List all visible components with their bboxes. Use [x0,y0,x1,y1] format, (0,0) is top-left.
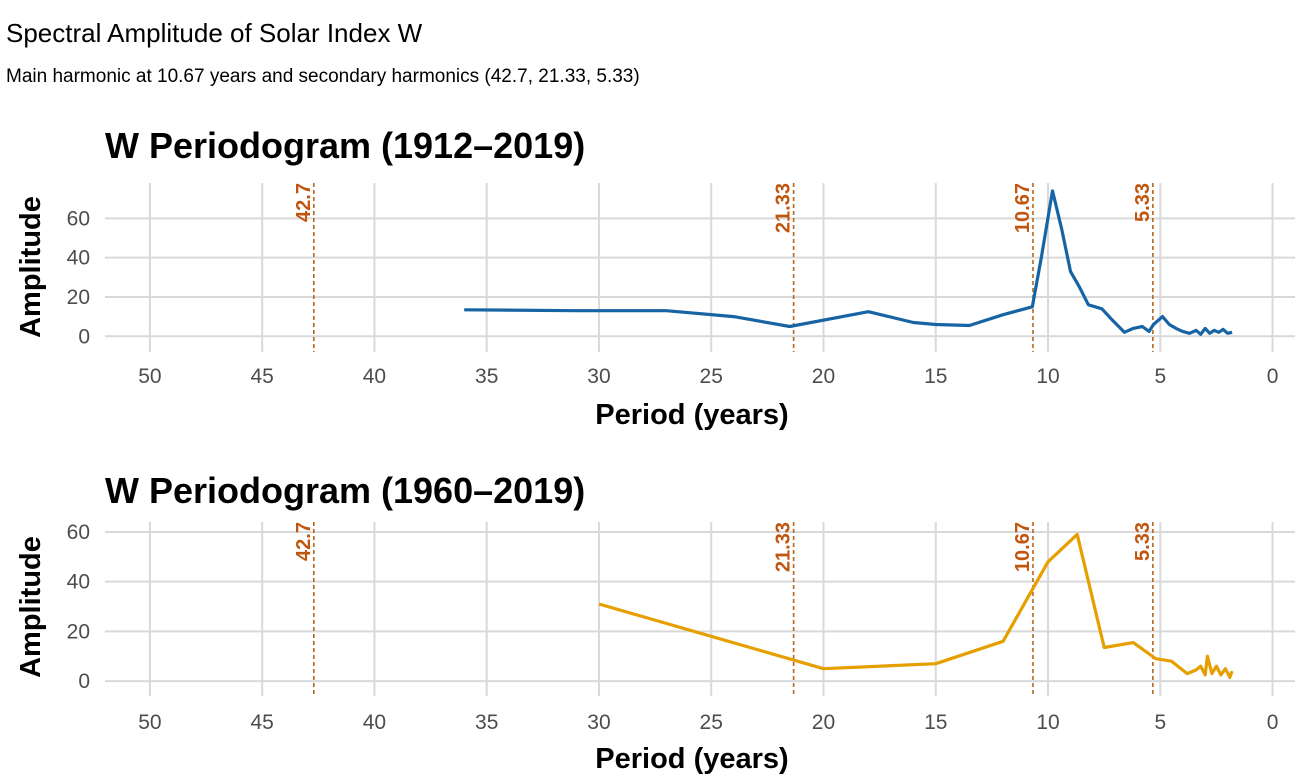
harmonic-label: 42.7 [293,183,315,222]
y-tick-label: 20 [67,620,90,643]
figure-title: Spectral Amplitude of Solar Index W [6,18,423,48]
x-tick-label: 25 [700,711,723,734]
y-tick-label: 0 [78,670,90,693]
x-tick-label: 0 [1267,711,1279,734]
harmonic-label: 21.33 [773,183,795,233]
panel-title: W Periodogram (1912–2019) [105,125,585,166]
harmonic-label: 5.33 [1132,522,1154,561]
y-tick-label: 60 [67,207,90,230]
y-tick-label: 40 [67,571,90,594]
x-tick-label: 20 [812,365,835,388]
x-tick-label: 15 [924,365,947,388]
figure-subtitle: Main harmonic at 10.67 years and seconda… [6,66,640,87]
harmonic-label: 42.7 [293,522,315,561]
x-tick-label: 50 [138,365,161,388]
y-tick-label: 60 [67,521,90,544]
x-tick-label: 30 [587,365,610,388]
harmonic-label: 5.33 [1132,183,1154,222]
x-tick-label: 10 [1036,711,1059,734]
y-tick-label: 0 [78,325,90,348]
y-axis-label: Amplitude [15,536,47,678]
harmonic-label: 10.67 [1012,522,1034,572]
x-axis-label: Period (years) [595,743,788,775]
x-tick-label: 35 [475,711,498,734]
x-tick-label: 45 [250,711,273,734]
series-line [464,189,1233,336]
y-tick-label: 40 [67,247,90,270]
harmonic-label: 10.67 [1012,183,1034,233]
y-tick-label: 20 [67,286,90,309]
harmonic-label: 21.33 [773,522,795,572]
x-tick-label: 5 [1154,365,1166,388]
x-tick-label: 40 [363,711,386,734]
y-axis-label: Amplitude [15,196,47,338]
x-tick-label: 40 [363,365,386,388]
x-tick-label: 45 [250,365,273,388]
x-tick-label: 50 [138,711,161,734]
x-tick-label: 20 [812,711,835,734]
x-tick-label: 10 [1036,365,1059,388]
x-tick-label: 5 [1154,711,1166,734]
x-axis-label: Period (years) [595,399,788,431]
x-tick-label: 15 [924,711,947,734]
x-tick-label: 30 [587,711,610,734]
panel-title: W Periodogram (1960–2019) [105,470,585,511]
x-tick-label: 25 [700,365,723,388]
x-tick-label: 0 [1267,365,1279,388]
x-tick-label: 35 [475,365,498,388]
